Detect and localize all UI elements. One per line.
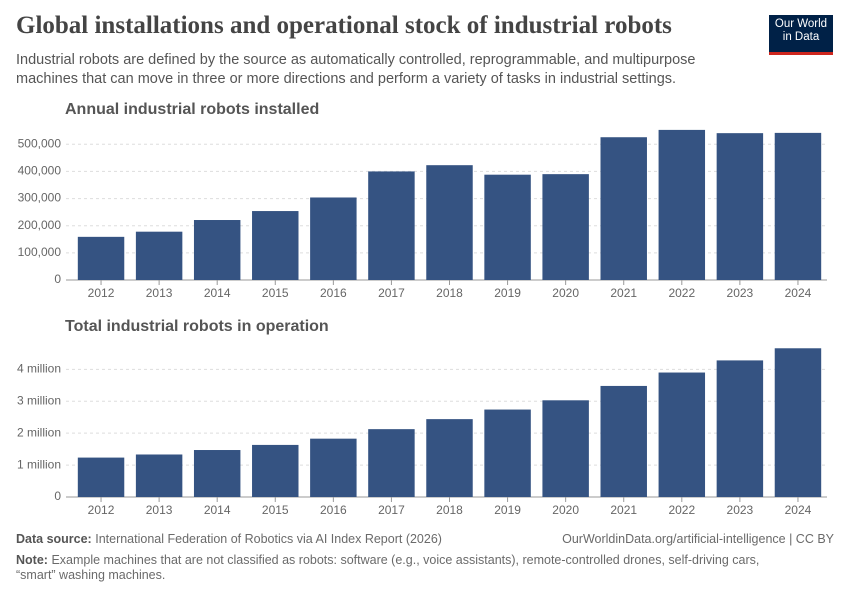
bar [310, 197, 357, 280]
bar [135, 454, 183, 497]
bar [658, 372, 706, 497]
y-tick-label: 4 million [17, 362, 61, 376]
bar [484, 409, 531, 497]
bar [600, 385, 647, 497]
source-url[interactable]: OurWorldinData.org/artificial-intelligen… [562, 532, 834, 546]
x-tick-label: 2013 [146, 286, 173, 300]
bar [426, 419, 473, 497]
bar [193, 220, 241, 280]
y-tick-label: 1 million [17, 457, 61, 471]
source: Data source: International Federation of… [16, 532, 442, 546]
y-tick-label: 100,000 [18, 245, 62, 259]
bar [484, 174, 531, 280]
x-tick-label: 2012 [88, 503, 115, 517]
x-tick-label: 2014 [204, 286, 231, 300]
bar [774, 348, 822, 497]
x-tick-label: 2014 [204, 503, 231, 517]
bar [658, 129, 706, 280]
x-tick-label: 2022 [668, 286, 695, 300]
bar [77, 236, 125, 280]
x-tick-label: 2024 [785, 503, 812, 517]
x-tick-label: 2013 [146, 503, 173, 517]
x-tick-label: 2012 [88, 286, 115, 300]
x-tick-label: 2016 [320, 503, 347, 517]
x-tick-label: 2018 [436, 286, 463, 300]
subtitle: Industrial robots are defined by the sou… [16, 52, 696, 87]
bar [310, 438, 357, 497]
title: Global installations and operational sto… [16, 12, 672, 39]
x-tick-label: 2017 [378, 286, 405, 300]
bar [600, 137, 647, 280]
bar [716, 360, 764, 497]
x-tick-label: 2019 [494, 503, 521, 517]
bar [542, 174, 589, 280]
x-tick-label: 2019 [494, 286, 521, 300]
y-tick-label: 2 million [17, 425, 61, 439]
bar [135, 231, 183, 280]
y-tick-label: 200,000 [18, 218, 62, 232]
x-tick-label: 2016 [320, 286, 347, 300]
x-tick-label: 2023 [727, 503, 754, 517]
x-tick-label: 2015 [262, 503, 289, 517]
x-tick-label: 2021 [610, 286, 637, 300]
bar [252, 211, 299, 280]
x-tick-label: 2024 [785, 286, 812, 300]
chart-title: Annual industrial robots installed [65, 101, 319, 118]
chart-title: Total industrial robots in operation [65, 318, 329, 335]
note: Note: Example machines that are not clas… [16, 553, 786, 583]
y-tick-label: 0 [54, 272, 61, 286]
y-tick-label: 0 [54, 489, 61, 503]
x-tick-label: 2022 [668, 503, 695, 517]
bar [774, 132, 822, 280]
bar [368, 429, 415, 497]
source-label: Data source: [16, 532, 92, 546]
source-text: International Federation of Robotics via… [95, 532, 442, 546]
note-text: Example machines that are not classified… [16, 553, 760, 582]
x-tick-label: 2017 [378, 503, 405, 517]
x-tick-label: 2018 [436, 503, 463, 517]
note-label: Note: [16, 553, 48, 567]
y-tick-label: 400,000 [18, 164, 62, 178]
logo[interactable]: Our World in Data [769, 15, 833, 55]
bar [252, 444, 299, 497]
y-tick-label: 300,000 [18, 191, 62, 205]
logo-line: in Data [782, 31, 820, 43]
x-tick-label: 2023 [727, 286, 754, 300]
bar [542, 400, 589, 497]
bar [77, 457, 125, 497]
x-tick-label: 2020 [552, 503, 579, 517]
bar [368, 171, 415, 280]
logo-line: Our World [774, 18, 828, 30]
x-tick-label: 2021 [610, 503, 637, 517]
x-tick-label: 2015 [262, 286, 289, 300]
bar [193, 450, 241, 497]
bar [716, 133, 764, 280]
bar [426, 165, 473, 280]
y-tick-label: 3 million [17, 393, 61, 407]
x-tick-label: 2020 [552, 286, 579, 300]
y-tick-label: 500,000 [18, 136, 62, 150]
